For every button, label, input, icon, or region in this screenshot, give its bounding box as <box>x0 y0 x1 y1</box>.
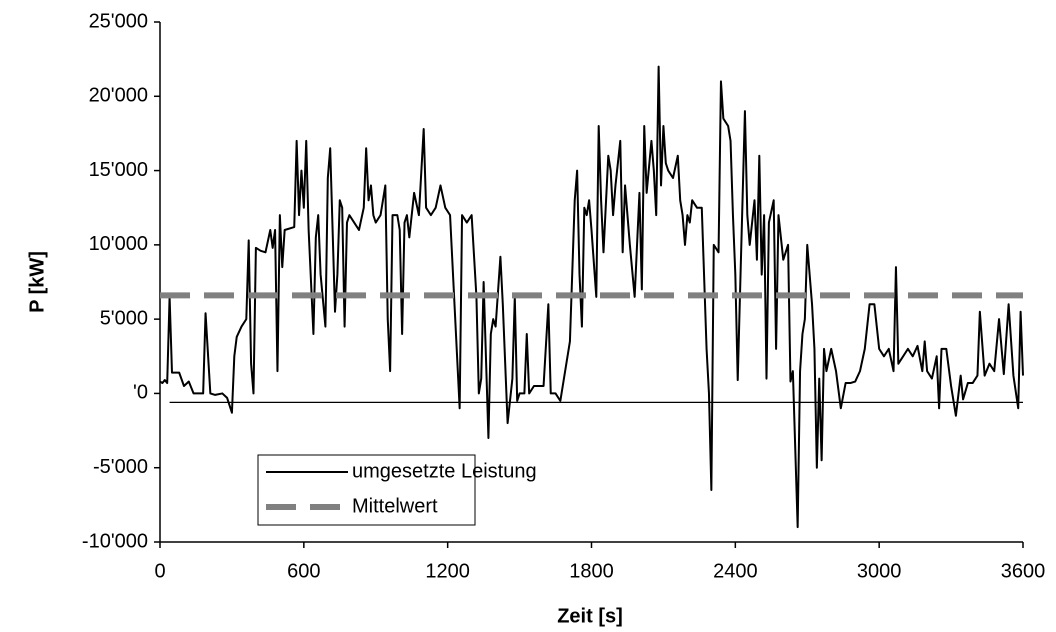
y-tick-label: 10'000 <box>89 233 148 255</box>
x-tick-label: 600 <box>287 560 320 582</box>
x-tick-label: 3000 <box>857 560 902 582</box>
y-tick-label: 20'000 <box>89 85 148 107</box>
legend-label: umgesetzte Leistung <box>352 460 537 482</box>
x-tick-label: 1800 <box>569 560 614 582</box>
x-tick-label: 0 <box>154 560 165 582</box>
y-axis-title: P [kW] <box>26 251 48 313</box>
y-tick-label: 15'000 <box>89 159 148 181</box>
x-tick-label: 2400 <box>713 560 758 582</box>
y-tick-label: 5'000 <box>100 307 148 329</box>
series-line <box>159 65 1024 529</box>
y-tick-label: -10'000 <box>82 530 148 552</box>
x-tick-label: 3600 <box>1001 560 1046 582</box>
y-tick-label: -5'000 <box>93 456 148 478</box>
x-axis-title: Zeit [s] <box>557 605 623 627</box>
y-tick-label: 25'000 <box>89 10 148 32</box>
x-tick-label: 1200 <box>425 560 470 582</box>
legend-label: Mittelwert <box>352 495 438 517</box>
y-tick-label: '0 <box>133 382 148 404</box>
legend-box <box>257 454 476 526</box>
